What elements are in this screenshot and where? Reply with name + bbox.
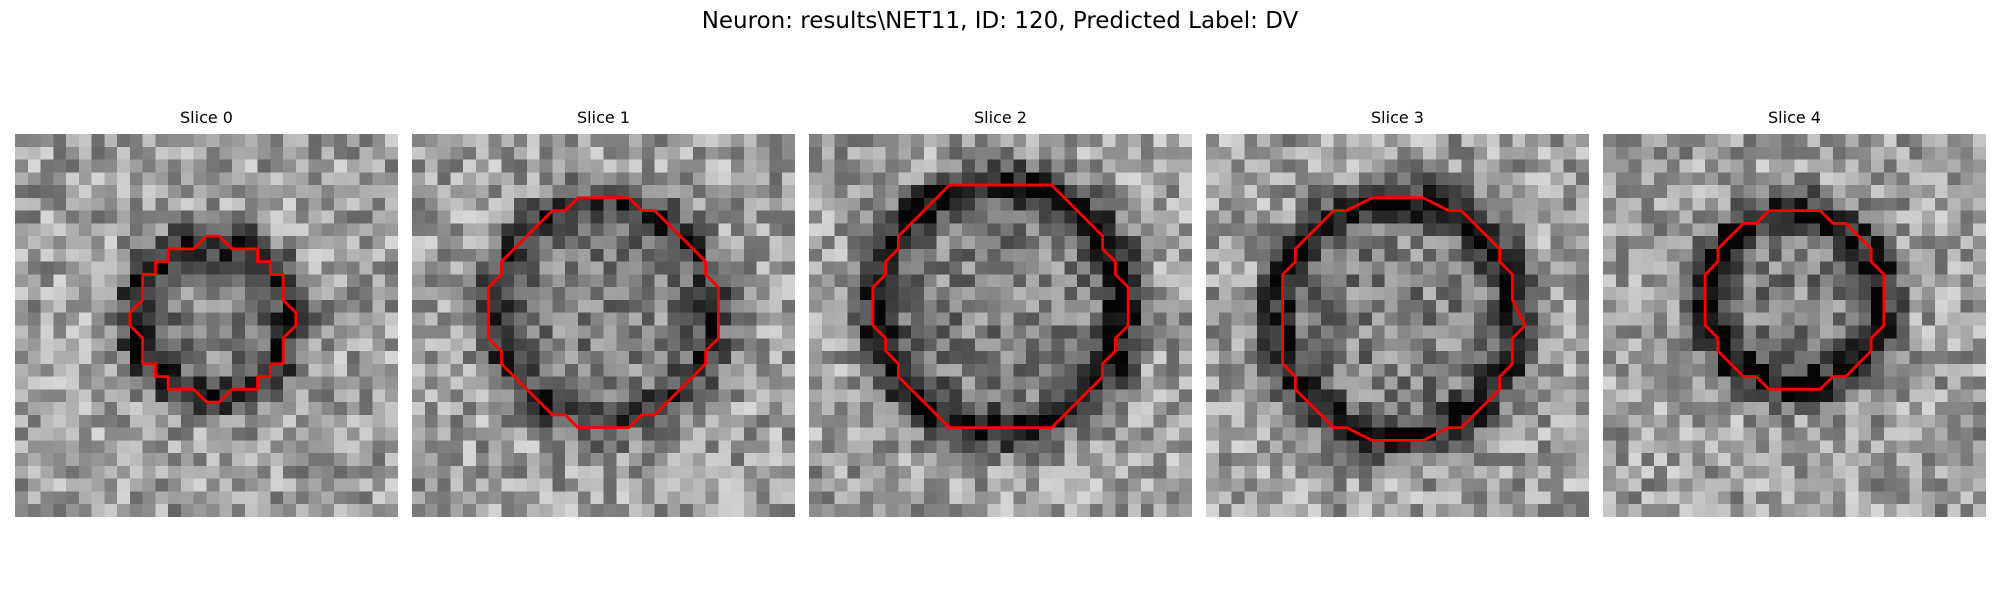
slice-2-title: Slice 2 [974,108,1027,127]
figure-title: Neuron: results\NET11, ID: 120, Predicte… [701,8,1299,34]
slice-3-contour [1281,196,1527,442]
slice-3-panel [1206,134,1589,517]
slice-0-panel [15,134,398,517]
slice-4-panel [1603,134,1986,517]
slice-4-title: Slice 4 [1768,108,1821,127]
slice-1-contour [487,196,720,430]
slice-2-contour [871,183,1130,430]
slice-3-title: Slice 3 [1371,108,1424,127]
slice-2-panel [809,134,1192,517]
slice-1-title: Slice 1 [577,108,630,127]
slice-0-title: Slice 0 [180,108,233,127]
slice-4-image [1603,134,1986,517]
slice-0-image [15,134,398,517]
slice-4-contour [1703,209,1886,391]
slice-0-contour [128,234,298,404]
slice-1-panel [412,134,795,517]
